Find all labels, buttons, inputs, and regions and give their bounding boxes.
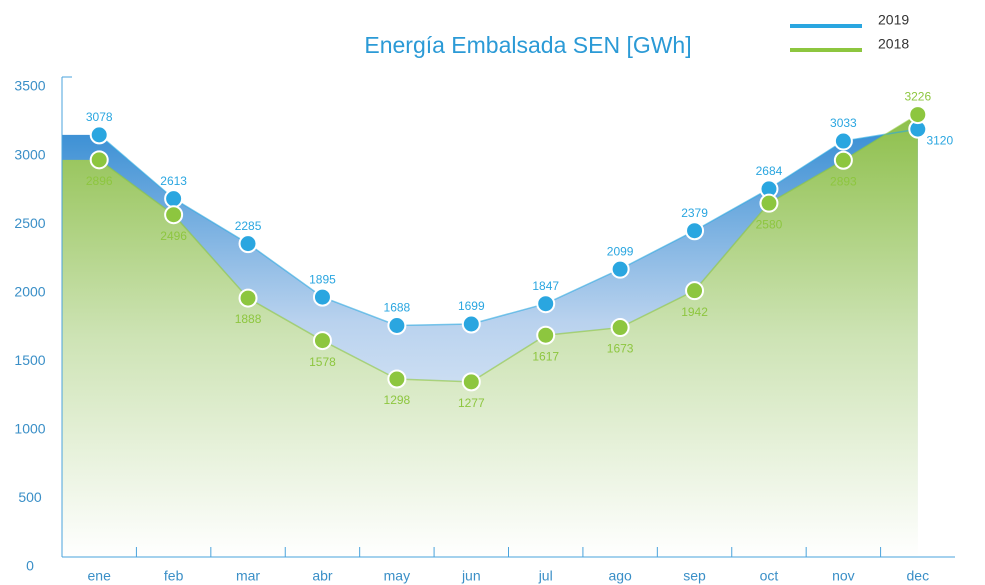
data-label: 2379 [681, 206, 708, 220]
data-point [387, 369, 407, 389]
data-point [387, 316, 407, 336]
data-point [238, 234, 258, 254]
x-tick-label: feb [164, 568, 184, 584]
data-point [908, 105, 928, 125]
data-label: 2684 [756, 164, 783, 178]
data-label: 3033 [830, 116, 857, 130]
data-point [685, 281, 705, 301]
data-point [312, 331, 332, 351]
y-tick-label: 0 [26, 558, 34, 574]
data-point [461, 372, 481, 392]
x-tick-label: abr [312, 568, 333, 584]
y-tick-label: 2500 [14, 215, 45, 231]
y-tick-label: 500 [18, 489, 42, 505]
data-label: 2896 [86, 174, 113, 188]
data-label: 2099 [607, 244, 634, 258]
x-tick-label: nov [832, 568, 855, 584]
legend-label: 2018 [878, 36, 909, 52]
data-label: 2613 [160, 174, 187, 188]
data-point [610, 259, 630, 279]
data-point [461, 314, 481, 334]
series-line [98, 128, 918, 327]
area-fill [62, 114, 918, 557]
data-label: 3078 [86, 110, 113, 124]
data-label: 1617 [532, 349, 559, 363]
data-point [312, 287, 332, 307]
data-point [833, 150, 853, 170]
x-tick-label: sep [683, 568, 706, 584]
data-point [89, 125, 109, 145]
series-line [98, 113, 919, 383]
chart-title: Energía Embalsada SEN [GWh] [364, 32, 691, 58]
data-label: 1847 [532, 279, 559, 293]
data-point [164, 205, 184, 225]
data-label: 1578 [309, 355, 336, 369]
data-point [759, 193, 779, 213]
legend-label: 2019 [878, 12, 909, 28]
x-tick-label: ago [608, 568, 632, 584]
y-tick-label: 1000 [14, 421, 45, 437]
data-label: 1895 [309, 272, 336, 286]
data-label: 1298 [384, 393, 411, 407]
data-label: 1942 [681, 305, 708, 319]
y-tick-label: 3500 [14, 78, 45, 94]
x-tick-label: jul [538, 568, 553, 584]
x-tick-label: dec [907, 568, 930, 584]
x-tick-label: oct [760, 568, 779, 584]
y-tick-label: 1500 [14, 352, 45, 368]
y-tick-label: 3000 [14, 146, 45, 162]
x-tick-label: ene [88, 568, 112, 584]
data-label: 2893 [830, 174, 857, 188]
data-point [536, 325, 556, 345]
data-label: 1888 [235, 312, 262, 326]
data-label: 1673 [607, 342, 634, 356]
data-label: 3226 [904, 90, 931, 104]
data-point [89, 150, 109, 170]
data-point [238, 288, 258, 308]
data-label: 3120 [926, 133, 953, 147]
data-point [610, 318, 630, 338]
data-point [685, 221, 705, 241]
data-point [164, 189, 184, 209]
data-label: 2496 [160, 229, 187, 243]
data-label: 1688 [384, 301, 411, 315]
data-label: 2285 [235, 219, 262, 233]
x-tick-label: may [384, 568, 410, 584]
data-point [536, 294, 556, 314]
data-label: 1277 [458, 396, 485, 410]
data-point [833, 131, 853, 151]
y-tick-label: 2000 [14, 283, 45, 299]
data-label: 1699 [458, 299, 485, 313]
data-label: 2580 [756, 217, 783, 231]
x-tick-label: jun [461, 568, 481, 584]
x-tick-label: mar [236, 568, 260, 584]
